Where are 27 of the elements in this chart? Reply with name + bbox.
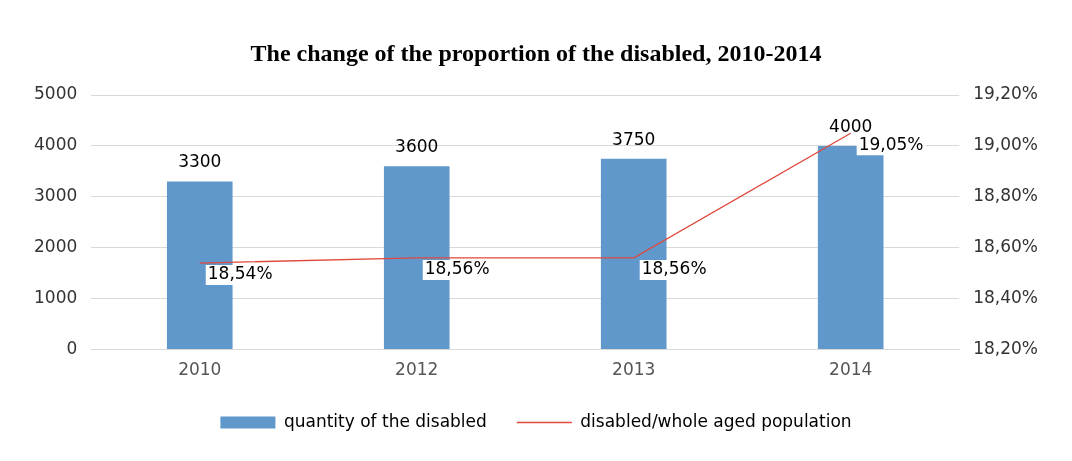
y-tick-label: 3000 bbox=[34, 185, 78, 206]
y2-tick-label: 19,00% bbox=[973, 134, 1039, 155]
data-label: 3750 bbox=[612, 128, 656, 149]
y-tick-label: 2000 bbox=[34, 236, 78, 257]
y2-tick-label: 18,60% bbox=[973, 236, 1039, 257]
y-tick-label: 0 bbox=[66, 338, 78, 359]
y2-tick-label: 18,20% bbox=[973, 338, 1039, 359]
x-tick-label: 2014 bbox=[829, 359, 873, 380]
chart-title: The change of the proportion of the disabled, 2010-2014 bbox=[249, 40, 823, 67]
data-label: 4000 bbox=[829, 115, 873, 136]
legend-label: quantity of the disabled bbox=[283, 410, 487, 431]
data-label: 3300 bbox=[178, 151, 222, 172]
data-label: 18,56% bbox=[424, 258, 490, 279]
x-tick-label: 2012 bbox=[395, 359, 439, 380]
y-tick-label: 4000 bbox=[34, 134, 78, 155]
y-tick-label: 1000 bbox=[34, 287, 78, 308]
data-label: 19,05% bbox=[858, 133, 924, 154]
data-label: 18,54% bbox=[207, 263, 273, 284]
x-tick-label: 2013 bbox=[612, 359, 656, 380]
legend-label: disabled/whole aged population bbox=[580, 410, 852, 431]
data-label: 3600 bbox=[395, 136, 439, 157]
y2-tick-label: 19,20% bbox=[973, 83, 1039, 104]
y2-tick-label: 18,40% bbox=[973, 287, 1039, 308]
y2-tick-label: 18,80% bbox=[973, 185, 1039, 206]
data-label: 18,56% bbox=[641, 258, 707, 279]
x-tick-label: 2010 bbox=[178, 359, 222, 380]
y-tick-label: 5000 bbox=[34, 83, 78, 104]
